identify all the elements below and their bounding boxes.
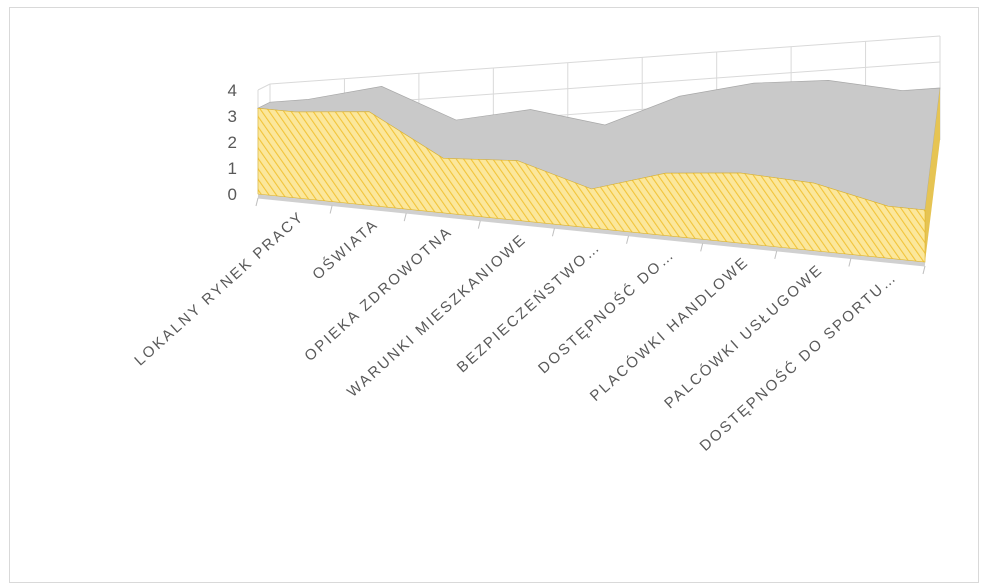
x-tick-label: PALCÓWKI USŁUGOWE (661, 261, 826, 412)
x-tick-mark (403, 212, 407, 222)
x-tick-label: BEZPIECZEŃSTWO… (454, 238, 604, 376)
gridline-side (257, 83, 271, 91)
area-series (256, 80, 941, 263)
x-tick-label: WARUNKI MIESZKANIOWE (344, 231, 530, 401)
x-tick-label: LOKALNY RYNEK PRACY (131, 208, 307, 369)
x-tick-mark (551, 228, 555, 237)
x-tick-mark (922, 265, 926, 275)
y-tick-label: 4 (228, 81, 237, 100)
x-tick-mark (626, 235, 630, 244)
y-tick-label: 3 (228, 107, 237, 126)
floor-edge (257, 193, 926, 267)
gridline-horizontal (269, 35, 941, 85)
area-side-face (925, 88, 940, 262)
y-tick-label: 2 (228, 133, 237, 152)
x-tick-label: OŚWIATA (309, 215, 382, 283)
y-tick-label: 1 (228, 159, 237, 178)
y-tick-label: 0 (228, 185, 237, 204)
x-tick-mark (848, 258, 852, 267)
area-front-face (257, 107, 926, 263)
y-axis: 0 1 2 3 4 (228, 81, 237, 204)
x-tick-mark (700, 243, 704, 252)
x-tick-label: PLACÓWKI HANDLOWE (587, 253, 753, 404)
x-tick-mark (329, 205, 333, 214)
x-tick-label: DOSTĘPNOŚĆ DO… (534, 245, 678, 377)
x-tick-mark (774, 250, 778, 260)
x-tick-label: OPIEKA ZDROWOTNA (301, 223, 456, 365)
x-tick-mark (255, 197, 259, 207)
x-tick-mark (477, 220, 481, 229)
